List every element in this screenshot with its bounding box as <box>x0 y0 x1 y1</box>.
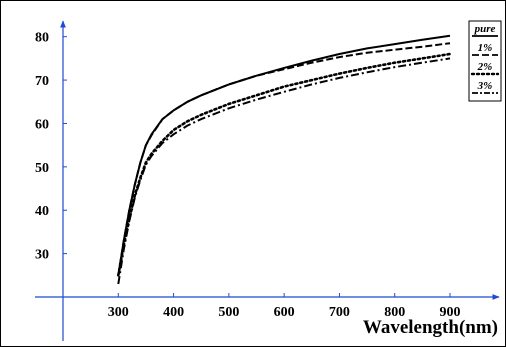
axes: 300 400 500 600 700 800 900 30 40 50 60 70 80 <box>35 20 500 341</box>
series-line-1 <box>117 42 451 276</box>
y-tick-label: 80 <box>35 31 49 46</box>
y-tick-label: 40 <box>35 204 49 219</box>
series-line-3 <box>117 57 451 285</box>
series-line-2 <box>117 52 452 277</box>
legend-label: pure <box>474 23 496 35</box>
x-tick-label: 700 <box>329 305 350 320</box>
y-tick-label: 60 <box>35 117 49 132</box>
y-tick-label: 30 <box>35 248 49 263</box>
legend-label: 3% <box>477 80 493 92</box>
series-line-0 <box>117 34 451 276</box>
x-axis-title: Wavelength(nm) <box>363 317 498 338</box>
x-tick-label: 400 <box>163 305 184 320</box>
y-tick-label: 70 <box>35 74 49 89</box>
y-tick-label: 50 <box>35 161 49 176</box>
legend: pure 1% 2% 3% <box>468 20 502 102</box>
x-tick-label: 500 <box>218 305 239 320</box>
legend-label: 1% <box>478 42 493 54</box>
x-tick-label: 900 <box>440 305 461 320</box>
legend-box <box>468 20 502 102</box>
x-tick-label: 300 <box>108 305 129 320</box>
series-layer <box>117 34 452 285</box>
legend-label: 2% <box>477 61 493 73</box>
x-tick-label: 800 <box>384 305 405 320</box>
x-tick-label: 600 <box>274 305 295 320</box>
